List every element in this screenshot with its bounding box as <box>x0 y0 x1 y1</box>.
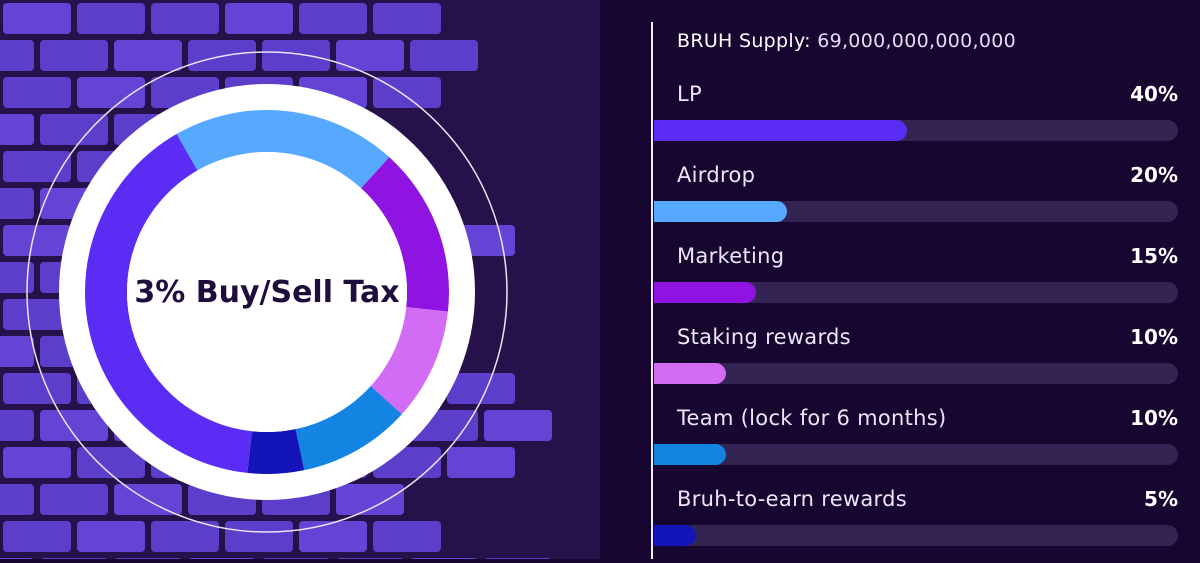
allocation-name: Marketing <box>677 244 785 268</box>
brick <box>225 521 293 552</box>
allocation-row-airdrop: Airdrop 20% <box>654 163 1178 233</box>
brick <box>410 40 478 71</box>
allocation-bar-track <box>654 525 1178 546</box>
allocation-name: Team (lock for 6 months) <box>677 406 947 430</box>
brick <box>40 484 108 515</box>
donut-slice-team-lock-for-6-months <box>295 386 402 471</box>
allocation-bar-track <box>654 120 1178 141</box>
brick <box>0 114 34 145</box>
allocation-bar-track <box>654 282 1178 303</box>
supply-header: BRUH Supply: 69,000,000,000,000 <box>677 30 1016 52</box>
allocation-bar-fill <box>654 444 726 465</box>
brick <box>373 77 441 108</box>
allocation-percent: 40% <box>1130 82 1178 106</box>
donut-outer-ring <box>26 51 508 533</box>
brick <box>3 373 71 404</box>
brick <box>151 3 219 34</box>
supply-label: BRUH Supply: <box>677 30 811 52</box>
brick <box>299 521 367 552</box>
donut-center-label: 3% Buy/Sell Tax <box>134 274 400 310</box>
brick <box>40 114 108 145</box>
brick <box>3 151 71 182</box>
donut-chart-svg <box>26 51 508 533</box>
brick <box>262 40 330 71</box>
allocation-bar-fill <box>654 120 907 141</box>
donut-slice-staking-rewards <box>370 307 448 415</box>
allocation-name: Airdrop <box>677 163 756 187</box>
brick <box>225 3 293 34</box>
brick <box>3 225 71 256</box>
donut-slice-marketing <box>361 157 450 312</box>
allocation-bar-fill <box>654 525 696 546</box>
brick <box>0 40 34 71</box>
donut-chart: 3% Buy/Sell Tax <box>0 0 600 559</box>
brick <box>77 3 145 34</box>
brick <box>3 77 71 108</box>
brick <box>151 521 219 552</box>
brick <box>0 262 34 293</box>
vertical-divider <box>651 22 653 559</box>
allocation-percent: 10% <box>1130 406 1178 430</box>
brick <box>114 40 182 71</box>
donut-slice-lp <box>85 134 252 473</box>
supply-value: 69,000,000,000,000 <box>817 30 1016 52</box>
brick <box>77 77 145 108</box>
allocation-percent: 15% <box>1130 244 1178 268</box>
brick <box>40 40 108 71</box>
allocation-percent: 10% <box>1130 325 1178 349</box>
allocation-bar-track <box>654 363 1178 384</box>
brick <box>3 521 71 552</box>
allocation-bar-fill <box>654 201 787 222</box>
brick <box>0 336 34 367</box>
brick <box>373 521 441 552</box>
brick <box>3 3 71 34</box>
donut-slice-bruh-to-earn-rewards <box>247 429 305 475</box>
brick <box>447 373 515 404</box>
brick <box>40 410 108 441</box>
brick <box>336 40 404 71</box>
brick <box>0 410 34 441</box>
allocation-bar-track <box>654 201 1178 222</box>
allocation-percent: 20% <box>1130 163 1178 187</box>
brick <box>77 447 145 478</box>
allocation-bar-track <box>654 444 1178 465</box>
brick <box>77 521 145 552</box>
allocation-row-lp: LP 40% <box>654 82 1178 152</box>
donut-hole <box>127 152 407 432</box>
brick <box>336 484 404 515</box>
allocation-name: Bruh-to-earn rewards <box>677 487 907 511</box>
brick <box>3 447 71 478</box>
brick <box>299 3 367 34</box>
brick <box>373 3 441 34</box>
allocation-bar-fill <box>654 363 726 384</box>
brick <box>0 188 34 219</box>
brick <box>447 447 515 478</box>
allocation-percent: 5% <box>1144 487 1178 511</box>
allocation-row-marketing: Marketing 15% <box>654 244 1178 314</box>
brick <box>484 410 552 441</box>
brick <box>114 484 182 515</box>
allocation-row-bruh-to-earn-rewards: Bruh-to-earn rewards 5% <box>654 487 1178 557</box>
brick <box>3 299 71 330</box>
donut-slice-airdrop <box>176 110 390 189</box>
allocation-name: Staking rewards <box>677 325 851 349</box>
allocation-bar-fill <box>654 282 756 303</box>
brick <box>0 484 34 515</box>
donut-slices <box>85 110 450 475</box>
allocation-row-staking-rewards: Staking rewards 10% <box>654 325 1178 395</box>
allocation-name: LP <box>677 82 702 106</box>
allocation-row-team-lock-for-6-months: Team (lock for 6 months) 10% <box>654 406 1178 476</box>
